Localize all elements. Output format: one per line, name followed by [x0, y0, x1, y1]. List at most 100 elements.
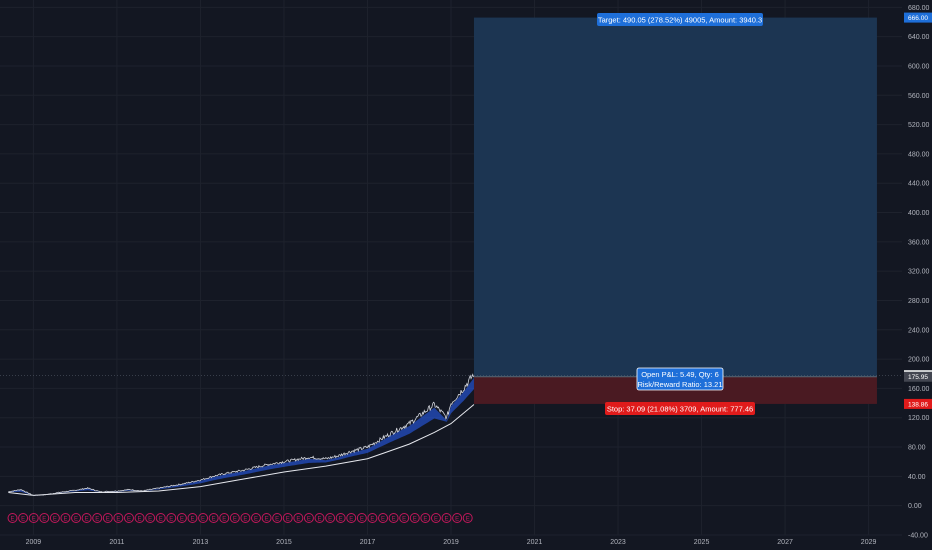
x-tick-label: 2013 [193, 539, 209, 546]
target-price-label: 666.00 [908, 15, 928, 22]
x-tick-label: 2009 [26, 539, 42, 546]
y-tick-label: 160.00 [908, 386, 930, 393]
earnings-marker-icon[interactable] [39, 513, 50, 523]
y-tick-label: 640.00 [908, 34, 930, 41]
price-axis[interactable]: 680.00 640.00 600.00 560.00 520.00 480.00 440.… [904, 5, 932, 540]
earnings-marker-label: E [307, 517, 311, 523]
earnings-marker-icon[interactable] [92, 513, 103, 523]
bollinger-band [8, 377, 474, 496]
earnings-marker-icon[interactable] [399, 513, 410, 523]
earnings-marker-icon[interactable] [176, 513, 187, 523]
y-tick-label: 400.00 [908, 210, 930, 217]
earnings-marker-label: E [32, 517, 36, 523]
earnings-marker-icon[interactable] [155, 513, 166, 523]
earnings-marker-icon[interactable] [60, 513, 71, 523]
stop-price-label: 138.86 [908, 401, 928, 408]
earnings-marker-label: E [243, 517, 247, 523]
earnings-marker-icon[interactable] [282, 513, 293, 523]
earnings-marker-icon[interactable] [134, 513, 145, 523]
earnings-marker-icon[interactable] [356, 513, 367, 523]
earnings-marker-icon[interactable] [314, 513, 325, 523]
x-tick-label: 2011 [109, 539, 124, 546]
earnings-marker-label: E [201, 517, 205, 523]
target-annotation: Target: 490.05 (278.52%) 49005, Amount: … [598, 16, 762, 25]
x-tick-label: 2023 [610, 539, 626, 546]
x-tick-label: 2027 [777, 539, 793, 546]
x-tick-label: 2015 [276, 539, 292, 546]
earnings-marker-icon[interactable] [430, 513, 441, 523]
target-zone[interactable] [473, 17, 877, 377]
earnings-marker-icon[interactable] [293, 513, 304, 523]
earnings-marker-label: E [169, 517, 173, 523]
earnings-marker-icon[interactable] [81, 513, 92, 523]
earnings-marker-icon[interactable] [378, 513, 389, 523]
earnings-marker-icon[interactable] [303, 513, 314, 523]
earnings-marker-icon[interactable] [441, 513, 452, 523]
earnings-marker-label: E [434, 517, 438, 523]
earnings-marker-icon[interactable] [198, 513, 209, 523]
time-axis[interactable]: 2009 2011 2013 2015 2017 2019 2021 2023 2025 2027… [26, 539, 877, 546]
earnings-marker-label: E [53, 517, 57, 523]
earnings-marker-icon[interactable] [261, 513, 272, 523]
earnings-marker-icon[interactable] [102, 513, 113, 523]
earnings-marker-icon[interactable] [229, 513, 240, 523]
earnings-marker-icon[interactable] [409, 513, 420, 523]
earnings-marker-icon[interactable] [208, 513, 219, 523]
earnings-marker-icon[interactable] [123, 513, 134, 523]
earnings-marker-label: E [296, 517, 300, 523]
stop-annotation: Stop: 37.09 (21.08%) 3709, Amount: 777.4… [607, 405, 753, 414]
earnings-marker-icon[interactable] [28, 513, 39, 523]
entry-badge [904, 371, 932, 382]
y-tick-label: 240.00 [908, 327, 930, 334]
y-tick-label: 600.00 [908, 63, 930, 70]
earnings-marker-icon[interactable] [187, 513, 198, 523]
earnings-marker-label: E [370, 517, 374, 523]
earnings-marker-label: E [286, 517, 290, 523]
earnings-marker-icon[interactable] [18, 513, 29, 523]
earnings-marker-icon[interactable] [335, 513, 346, 523]
risk-reward-annotation: Risk/Reward Ratio: 13.21 [637, 380, 722, 389]
earnings-marker-icon[interactable] [325, 513, 336, 523]
y-tick-label: 200.00 [908, 357, 930, 364]
entry-price-label: 175.95 [908, 374, 928, 381]
earnings-marker-icon[interactable] [219, 513, 230, 523]
y-tick-label: 80.00 [908, 445, 926, 452]
y-tick-label: 320.00 [908, 269, 930, 276]
position-zones[interactable] [0, 17, 902, 404]
earnings-marker-label: E [212, 517, 216, 523]
earnings-marker-icon[interactable] [113, 513, 124, 523]
earnings-marker-label: E [180, 517, 184, 523]
pnl-annotation-box [636, 367, 724, 391]
earnings-marker-icon[interactable] [71, 513, 82, 523]
moving-average-line [8, 404, 475, 496]
earnings-marker-label: E [317, 517, 321, 523]
earnings-marker-label: E [85, 517, 89, 523]
y-tick-label: 480.00 [908, 151, 930, 158]
open-pnl-annotation: Open P&L: 5.49, Qty: 6 [641, 370, 719, 379]
earnings-marker-label: E [159, 517, 163, 523]
earnings-marker-icon[interactable] [388, 513, 399, 523]
earnings-marker-icon[interactable] [49, 513, 60, 523]
earnings-marker-icon[interactable] [7, 513, 18, 523]
earnings-marker-label: E [138, 517, 142, 523]
x-tick-label: 2017 [360, 539, 376, 546]
earnings-marker-icon[interactable] [346, 513, 357, 523]
earnings-marker-icon[interactable] [250, 513, 261, 523]
earnings-marker-icon[interactable] [166, 513, 177, 523]
earnings-marker-label: E [360, 517, 364, 523]
earnings-marker-label: E [95, 517, 99, 523]
earnings-marker-icon[interactable] [240, 513, 251, 523]
earnings-marker-icon[interactable] [272, 513, 283, 523]
earnings-marker-icon[interactable] [420, 513, 431, 523]
earnings-marker-icon[interactable] [462, 513, 473, 523]
earnings-marker-icon[interactable] [452, 513, 463, 523]
earnings-marker-icon[interactable] [367, 513, 378, 523]
earnings-marker-label: E [233, 517, 237, 523]
price-series [8, 373, 475, 496]
earnings-marker-icon[interactable] [145, 513, 156, 523]
y-tick-label: 0.00 [908, 503, 922, 510]
earnings-marker-label: E [445, 517, 449, 523]
y-tick-label: 520.00 [908, 122, 930, 129]
